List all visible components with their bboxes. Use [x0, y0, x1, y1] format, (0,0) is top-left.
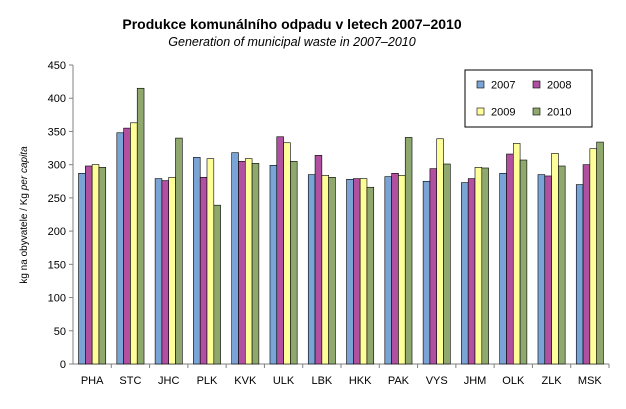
bar-pha-2010: [98, 167, 107, 365]
bar-jhm-2010: [481, 167, 489, 365]
bar-jhc-2008: [161, 180, 170, 365]
bar-pak-2009: [398, 174, 406, 365]
bar-vys-2008: [429, 168, 438, 365]
bar-kvk-2009: [244, 158, 253, 365]
bar-hkk-2008: [353, 178, 361, 365]
bar-stc-2008: [123, 127, 131, 365]
bar-pha-2007: [78, 173, 86, 365]
bar-kvk-2008: [238, 161, 246, 365]
x-tick-label: STC: [119, 375, 141, 387]
bar-jhc-2007: [154, 178, 163, 365]
x-tick-label: PAK: [388, 375, 410, 387]
legend-box: [464, 69, 593, 128]
bar-olk-2009: [512, 143, 521, 365]
legend-swatch-2009: [476, 107, 485, 116]
y-tick-label: 150: [48, 259, 66, 271]
bar-lbk-2009: [321, 174, 329, 365]
legend-label-2009: 2009: [491, 107, 515, 119]
bar-jhm-2008: [467, 178, 476, 365]
bar-lbk-2008: [314, 155, 323, 365]
bar-jhc-2010: [175, 137, 183, 365]
legend-swatch-2008: [532, 80, 541, 89]
bar-jhc-2009: [168, 176, 176, 365]
bar-kvk-2007: [231, 152, 239, 365]
legend-label-2007: 2007: [491, 80, 515, 92]
bar-msk-2009: [589, 148, 597, 365]
y-axis-label-italic: per capita: [19, 146, 30, 191]
y-tick-label: 450: [48, 60, 66, 72]
y-tick-label: 100: [48, 293, 66, 305]
x-tick-label: ZLK: [541, 375, 562, 387]
chart-title: Produkce komunálního odpadu v letech 200…: [122, 16, 461, 32]
x-tick-label: PHA: [81, 375, 104, 387]
x-tick-label: MSK: [578, 375, 603, 387]
bar-lbk-2007: [307, 174, 316, 365]
bar-vys-2010: [443, 163, 451, 365]
y-tick-label: 400: [48, 93, 66, 105]
legend-label-2008: 2008: [547, 80, 571, 92]
bar-olk-2010: [519, 159, 528, 365]
bar-pak-2008: [391, 173, 399, 365]
legend-swatch-2010: [532, 107, 541, 116]
bar-msk-2007: [575, 184, 584, 365]
y-tick-label: 250: [48, 193, 66, 205]
bar-lbk-2010: [328, 176, 336, 365]
bar-zlk-2008: [544, 175, 552, 365]
y-tick-label: 200: [48, 226, 66, 238]
bar-olk-2007: [499, 173, 507, 365]
y-tick-label: 50: [54, 326, 66, 338]
plot-area: 0 50 100 150 200 250 300 350 400 450 PHA STC JHC PLK K…: [48, 60, 610, 387]
bar-pak-2007: [384, 176, 392, 365]
bar-ulk-2007: [269, 165, 278, 365]
x-tick-label: JHC: [158, 375, 179, 387]
y-axis-label: kg na obyvatele / Kg per capita: [19, 146, 30, 284]
x-tick-label: JHM: [464, 375, 487, 387]
bar-kvk-2010: [251, 163, 260, 365]
x-tick-label: ULK: [273, 375, 295, 387]
bar-stc-2009: [130, 122, 138, 365]
bar-plk-2010: [213, 204, 221, 365]
bar-jhm-2007: [461, 182, 469, 365]
legend-swatch-2007: [476, 80, 485, 89]
x-tick-label: PLK: [197, 375, 218, 387]
bar-plk-2007: [193, 157, 201, 365]
bar-msk-2010: [596, 141, 604, 365]
bar-hkk-2007: [346, 178, 354, 365]
legend: 2007 2008 2009 2010: [464, 69, 593, 128]
x-tick-label: KVK: [234, 375, 257, 387]
bar-msk-2008: [582, 164, 591, 365]
x-tick-label: VYS: [426, 375, 448, 387]
bar-zlk-2010: [558, 165, 566, 365]
bar-plk-2008: [199, 176, 208, 365]
bar-hkk-2010: [366, 186, 375, 365]
bar-zlk-2007: [537, 174, 546, 365]
bar-hkk-2009: [359, 178, 368, 365]
bar-ulk-2008: [276, 136, 284, 365]
bar-pha-2009: [91, 164, 100, 365]
bar-pak-2010: [404, 137, 413, 365]
bar-zlk-2009: [551, 153, 559, 365]
bar-vys-2007: [422, 180, 431, 365]
y-tick-label: 0: [60, 359, 66, 371]
bar-stc-2007: [116, 132, 124, 365]
x-tick-label: OLK: [502, 375, 525, 387]
bar-pha-2008: [85, 165, 93, 365]
bar-plk-2009: [206, 158, 215, 365]
chart-subtitle: Generation of municipal waste in 2007–20…: [168, 35, 415, 49]
bar-ulk-2009: [283, 142, 291, 365]
y-tick-label: 350: [48, 126, 66, 138]
legend-label-2010: 2010: [547, 107, 571, 119]
bar-ulk-2010: [290, 161, 298, 365]
bar-vys-2009: [436, 138, 444, 365]
y-axis-label-main: kg na obyvatele / Kg: [19, 190, 30, 283]
y-tick-label: 300: [48, 160, 66, 172]
bar-jhm-2009: [474, 167, 483, 365]
x-tick-label: LBK: [311, 375, 332, 387]
bar-olk-2008: [506, 153, 514, 365]
bar-stc-2010: [136, 87, 145, 365]
x-tick-label: HKK: [349, 375, 372, 387]
